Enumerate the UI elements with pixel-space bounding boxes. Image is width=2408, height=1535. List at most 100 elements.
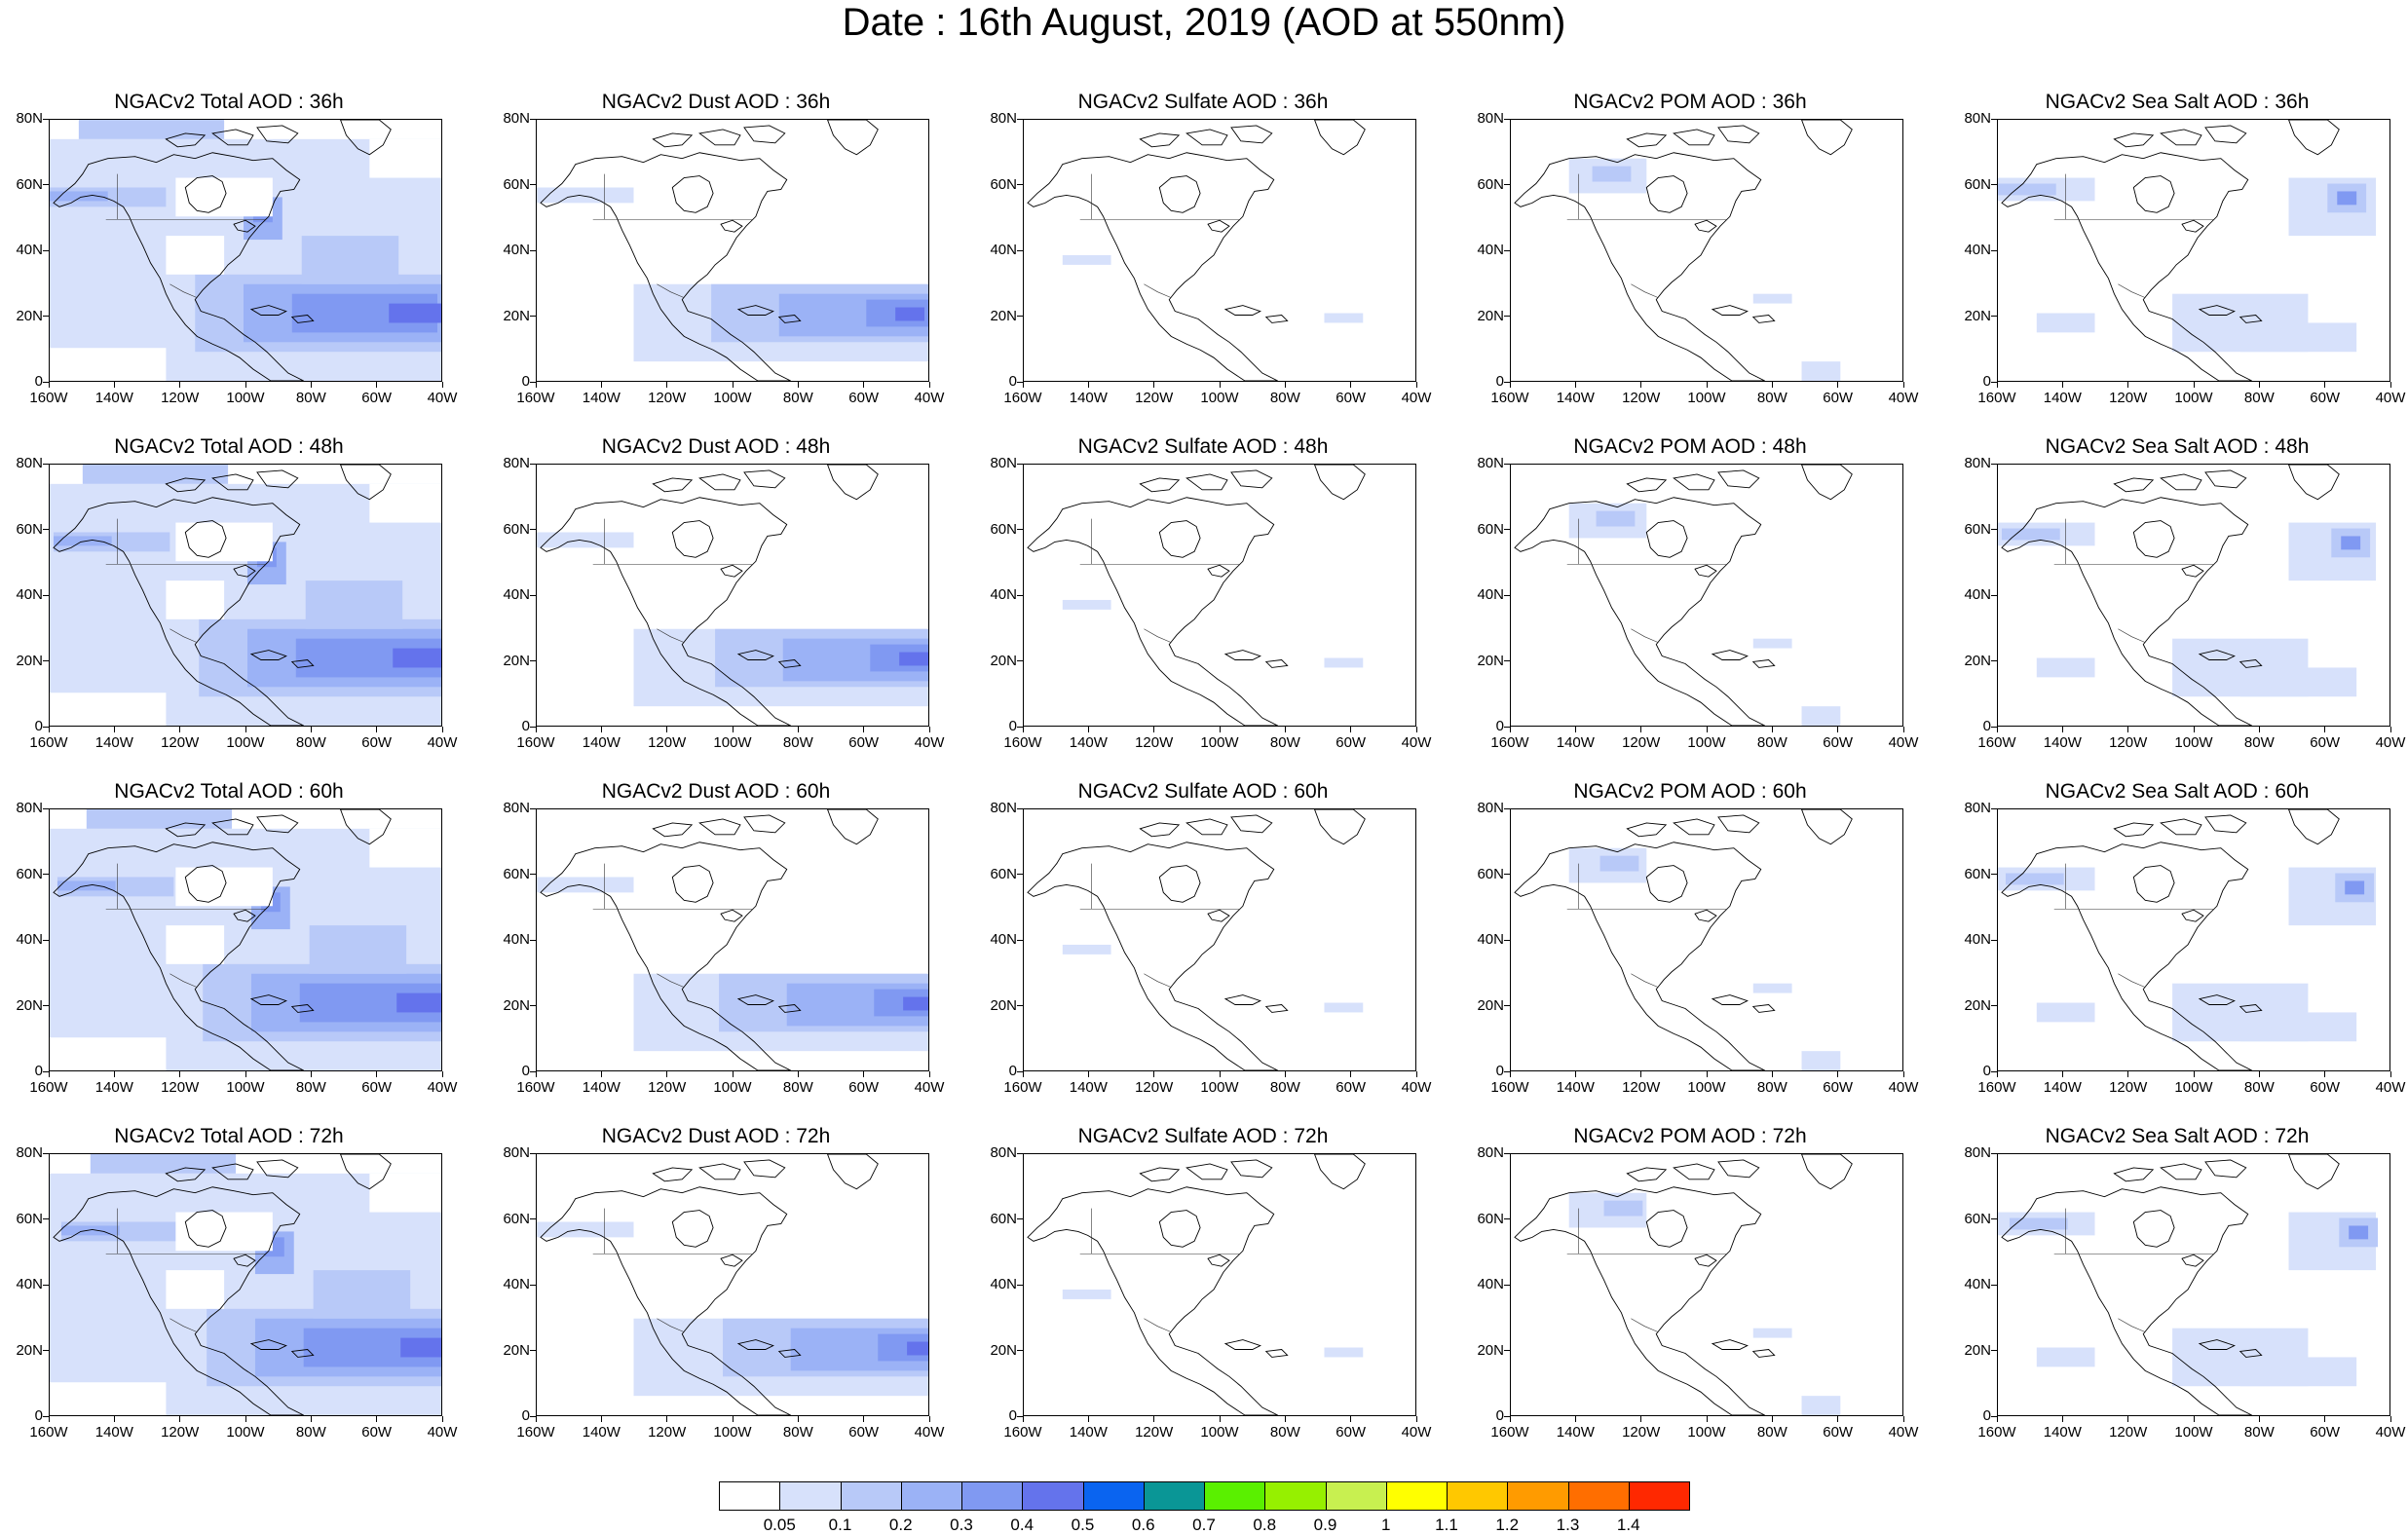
x-tick-mark: [1996, 382, 1998, 388]
country-border: [169, 973, 198, 988]
x-tick-mark: [1415, 382, 1417, 388]
x-tick-label: 60W: [848, 390, 880, 406]
x-tick-mark: [600, 1071, 602, 1077]
x-tick-mark: [1837, 1071, 1839, 1077]
y-tick-label: 0: [1008, 1063, 1017, 1079]
clear-area: [166, 925, 225, 964]
y-tick-label: 40N: [503, 242, 530, 258]
x-tick-label: 140W: [1069, 1424, 1108, 1441]
x-tick-mark: [1284, 727, 1286, 732]
x-tick-mark: [310, 382, 312, 388]
coastline: [1185, 818, 1228, 836]
coastline: [1264, 659, 1289, 668]
y-tick-label: 20N: [503, 652, 530, 669]
y-tick-mark: [43, 249, 49, 251]
coastline: [540, 152, 791, 381]
x-tick-mark: [1022, 1071, 1024, 1077]
x-tick-label: 60W: [848, 1424, 880, 1441]
aod-shading-patch: [2239, 1357, 2357, 1387]
coastline: [671, 865, 714, 903]
panel-title: NGACv2 Total AOD : 48h: [114, 435, 344, 458]
x-tick-label: 100W: [713, 390, 752, 406]
x-tick-mark: [732, 727, 734, 732]
x-tick-mark: [376, 382, 378, 388]
x-tick-mark: [1219, 1416, 1221, 1422]
y-tick-mark: [1017, 118, 1023, 120]
x-tick-mark: [2193, 1071, 2195, 1077]
colorbar-tick-label: 0.6: [1131, 1516, 1155, 1534]
map-panel: NGACv2 POM AOD : 48h 80N 60N 40N 20N 0 160W 140…: [1461, 434, 1919, 766]
y-tick-label: 80N: [1477, 110, 1504, 127]
map-svg: [537, 1154, 928, 1415]
map-panel: NGACv2 POM AOD : 60h 80N 60N 40N 20N 0 160W 140…: [1461, 779, 1919, 1110]
x-tick-mark: [1350, 1416, 1352, 1422]
x-tick-mark: [1837, 727, 1839, 732]
y-tick-label: 80N: [16, 455, 43, 471]
x-tick-label: 160W: [1003, 390, 1042, 406]
coastline: [2204, 814, 2247, 834]
y-tick-label: 60N: [503, 865, 530, 882]
clear-area: [50, 693, 167, 726]
x-tick-label: 120W: [1622, 390, 1661, 406]
coastline: [1645, 175, 1688, 213]
y-tick-mark: [1504, 807, 1510, 809]
x-tick-label: 40W: [914, 1079, 945, 1096]
x-tick-label: 60W: [1823, 1079, 1854, 1096]
aod-shading-patch: [389, 303, 441, 323]
coastline: [1717, 469, 1760, 489]
y-tick-label: 40N: [1477, 586, 1504, 603]
coastline: [290, 1004, 315, 1013]
x-tick-label: 80W: [1756, 734, 1787, 751]
y-tick-label: 60N: [503, 520, 530, 538]
colorbar-tick-label: 1.2: [1495, 1516, 1520, 1534]
y-tick-label: 60N: [16, 520, 43, 538]
x-tick-label: 40W: [914, 734, 945, 751]
x-tick-mark: [1509, 382, 1511, 388]
x-tick-label: 140W: [1556, 1424, 1595, 1441]
y-tick-mark: [530, 316, 536, 317]
coastline: [1207, 1254, 1230, 1267]
y-tick-mark: [530, 463, 536, 465]
coastline: [2198, 650, 2236, 660]
x-tick-label: 80W: [1269, 734, 1300, 751]
x-tick-label: 160W: [29, 1424, 68, 1441]
coastline: [1694, 564, 1717, 578]
panel-title: NGACv2 Sulfate AOD : 36h: [1077, 91, 1329, 113]
y-tick-label: 80N: [1964, 800, 1991, 816]
x-tick-label: 100W: [2174, 1424, 2213, 1441]
y-tick-mark: [1991, 529, 1997, 530]
aod-shading-patch: [1062, 944, 1111, 955]
coastline: [1717, 125, 1760, 144]
y-tick-label: 20N: [990, 1341, 1017, 1359]
x-tick-mark: [600, 382, 602, 388]
y-tick-label: 60N: [1477, 1210, 1504, 1227]
country-border: [657, 283, 685, 298]
x-tick-label: 80W: [295, 1079, 326, 1096]
x-tick-mark: [2127, 727, 2129, 732]
x-tick-label: 160W: [1003, 1079, 1042, 1096]
map-svg: [1514, 465, 1853, 726]
x-tick-mark: [535, 727, 537, 732]
y-tick-mark: [1504, 1218, 1510, 1219]
y-tick-label: 0: [1495, 1063, 1504, 1079]
y-tick-mark: [530, 1284, 536, 1286]
x-tick-mark: [179, 1071, 181, 1077]
coastline: [2288, 465, 2340, 501]
x-tick-mark: [179, 727, 181, 732]
y-tick-label: 0: [1495, 718, 1504, 734]
coastline: [53, 497, 304, 726]
x-tick-mark: [441, 382, 443, 388]
map-svg: [1027, 120, 1366, 381]
coastline: [2198, 994, 2236, 1005]
aod-shading-patch: [1062, 254, 1111, 265]
x-tick-mark: [2258, 382, 2260, 388]
aod-shading-patch: [537, 187, 634, 204]
y-tick-label: 80N: [1964, 1144, 1991, 1161]
x-tick-label: 100W: [713, 1424, 752, 1441]
x-tick-mark: [1509, 1071, 1511, 1077]
map-plot-area: [1997, 1153, 2390, 1416]
y-tick-label: 60N: [16, 865, 43, 882]
coastline: [184, 520, 227, 558]
y-tick-mark: [530, 1218, 536, 1219]
coastline: [1139, 132, 1181, 148]
